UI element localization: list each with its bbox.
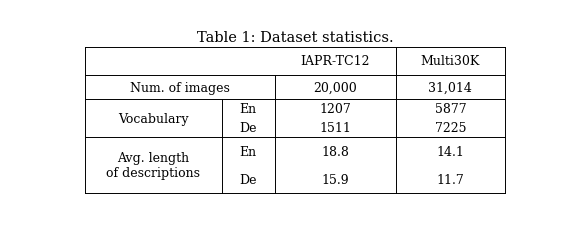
Text: 7225: 7225 [434, 122, 466, 135]
Text: 1511: 1511 [320, 122, 351, 135]
Text: 11.7: 11.7 [437, 173, 464, 186]
Text: 18.8: 18.8 [321, 145, 349, 158]
Text: Avg. length
of descriptions: Avg. length of descriptions [107, 152, 200, 180]
Text: En: En [240, 103, 257, 116]
Text: 15.9: 15.9 [321, 173, 349, 186]
Text: 1207: 1207 [320, 103, 351, 116]
Text: IAPR-TC12: IAPR-TC12 [301, 55, 370, 68]
Text: Table 1: Dataset statistics.: Table 1: Dataset statistics. [197, 31, 393, 45]
Text: 31,014: 31,014 [429, 81, 472, 94]
Text: Num. of images: Num. of images [130, 81, 230, 94]
Text: 14.1: 14.1 [437, 145, 464, 158]
Text: De: De [240, 122, 257, 135]
Text: De: De [240, 173, 257, 186]
Text: En: En [240, 145, 257, 158]
Text: 5877: 5877 [434, 103, 466, 116]
Text: 20,000: 20,000 [313, 81, 357, 94]
Text: Vocabulary: Vocabulary [118, 112, 189, 125]
Text: Multi30K: Multi30K [420, 55, 480, 68]
